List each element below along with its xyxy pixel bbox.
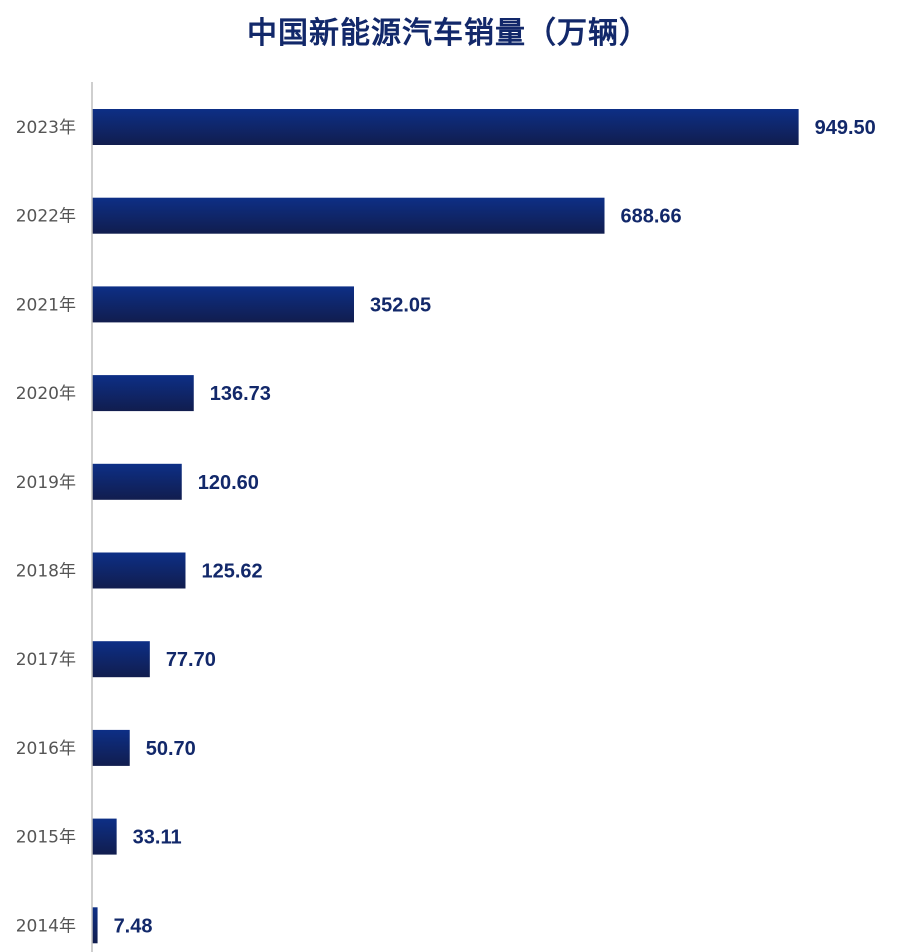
bar-value-label: 136.73 — [210, 383, 271, 405]
y-tick-label: 2014年 — [16, 916, 76, 936]
y-tick-label: 2016年 — [16, 739, 76, 759]
y-tick-label: 2018年 — [16, 562, 76, 582]
bar-value-label: 949.50 — [815, 117, 876, 139]
bar-value-label: 120.60 — [198, 472, 259, 494]
y-tick-label: 2017年 — [16, 650, 76, 670]
y-tick-label: 2020年 — [16, 384, 76, 404]
bar-value-label: 33.11 — [133, 827, 182, 849]
chart-title: 中国新能源汽车销量（万辆） — [247, 16, 650, 51]
y-tick-label: 2015年 — [16, 828, 76, 848]
y-tick-label: 2021年 — [16, 295, 76, 315]
y-tick-label: 2019年 — [16, 473, 76, 493]
bar — [92, 375, 194, 412]
bars-layer: 2023年 949.50 2022年 688.66 2021年 352.05 2020年 13… — [16, 109, 876, 944]
bar — [92, 552, 186, 589]
y-tick-label: 2023年 — [16, 118, 76, 138]
bar — [92, 641, 150, 678]
bar — [92, 818, 117, 855]
y-tick-label: 2022年 — [16, 207, 76, 227]
bar-value-label: 125.62 — [201, 561, 262, 583]
bar — [92, 197, 605, 234]
bar-value-label: 77.70 — [166, 649, 216, 671]
bar-value-label: 688.66 — [621, 206, 682, 228]
bar — [92, 907, 98, 944]
bar — [92, 463, 182, 500]
bar — [92, 109, 799, 145]
bar-value-label: 50.70 — [146, 738, 196, 760]
bar-value-label: 352.05 — [370, 294, 431, 316]
bar — [92, 286, 354, 323]
bar — [92, 729, 130, 766]
bar-value-label: 7.48 — [114, 915, 153, 937]
